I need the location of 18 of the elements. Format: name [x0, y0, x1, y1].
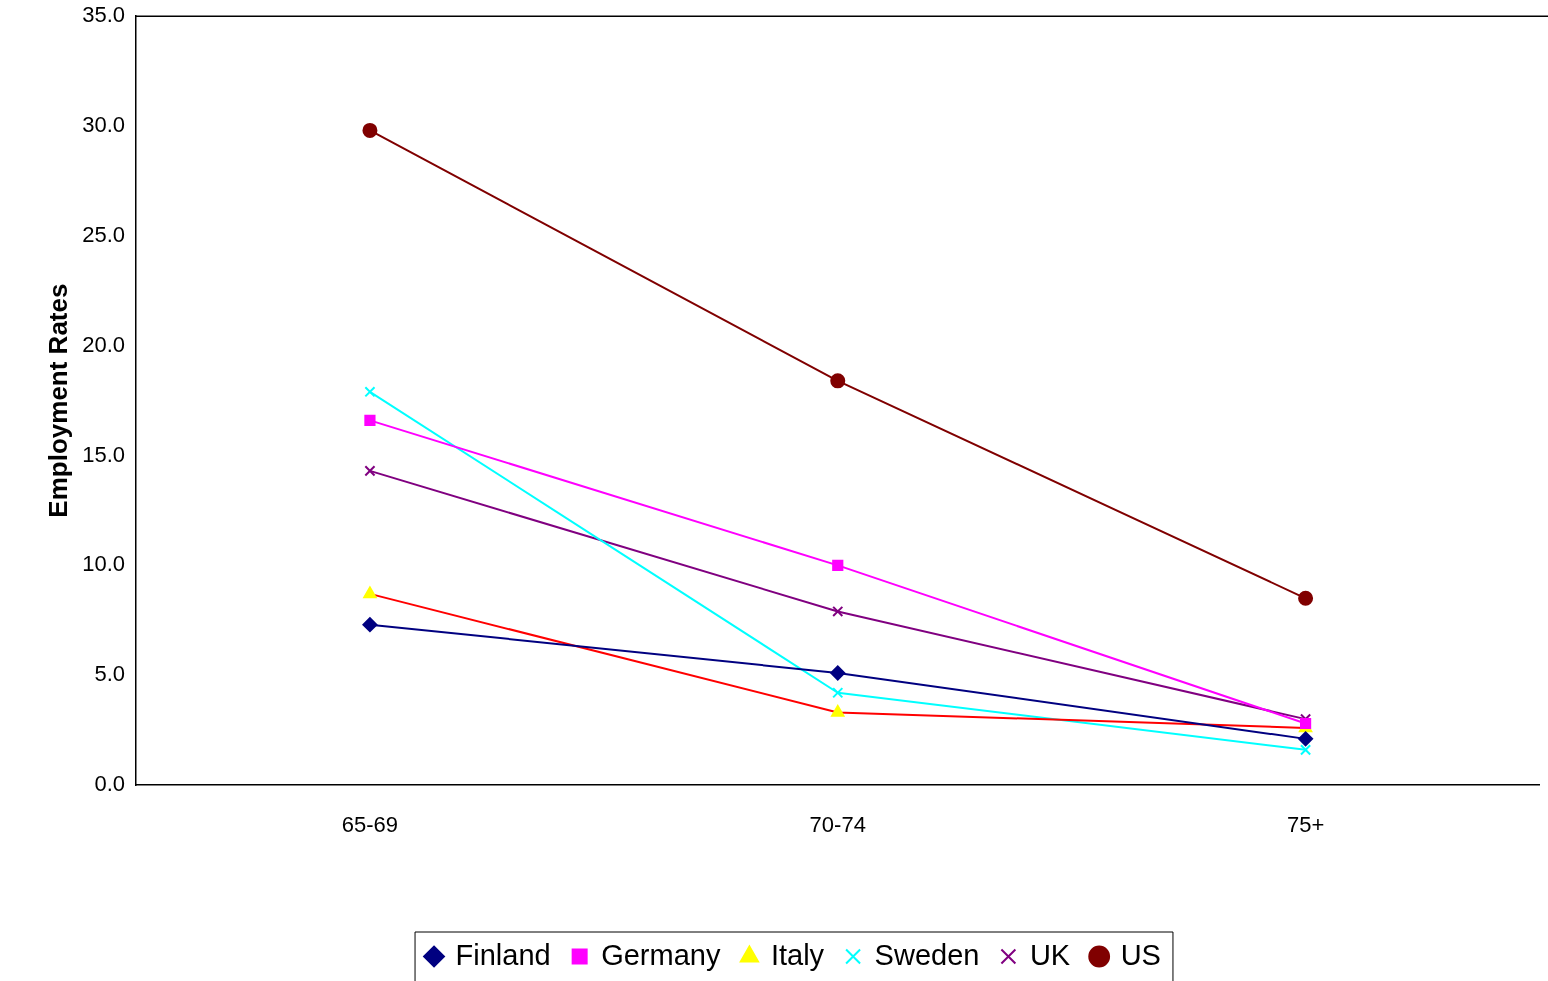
y-tick-label: 15.0 [82, 441, 126, 467]
x-tick-label: 65-69 [341, 812, 399, 838]
x-tick-label: 75+ [1286, 812, 1325, 838]
y-tick-label: 0.0 [94, 771, 126, 797]
x-tick-label: 70-74 [809, 812, 866, 838]
y-tick-label: 5.0 [94, 661, 126, 687]
legend-label: UK [1029, 938, 1071, 971]
y-axis-title: Employment Rates [42, 283, 73, 518]
y-tick-label: 35.0 [82, 2, 126, 28]
y-tick-label: 25.0 [82, 221, 126, 247]
legend-label: Finland [455, 938, 551, 971]
legend-label: Italy [770, 938, 825, 971]
y-tick-label: 20.0 [82, 331, 126, 357]
legend-label: Sweden [874, 938, 980, 971]
y-tick-label: 10.0 [82, 551, 126, 577]
legend-label: US [1120, 938, 1161, 971]
legend-label: Germany [601, 938, 721, 971]
y-tick-label: 30.0 [82, 112, 126, 138]
